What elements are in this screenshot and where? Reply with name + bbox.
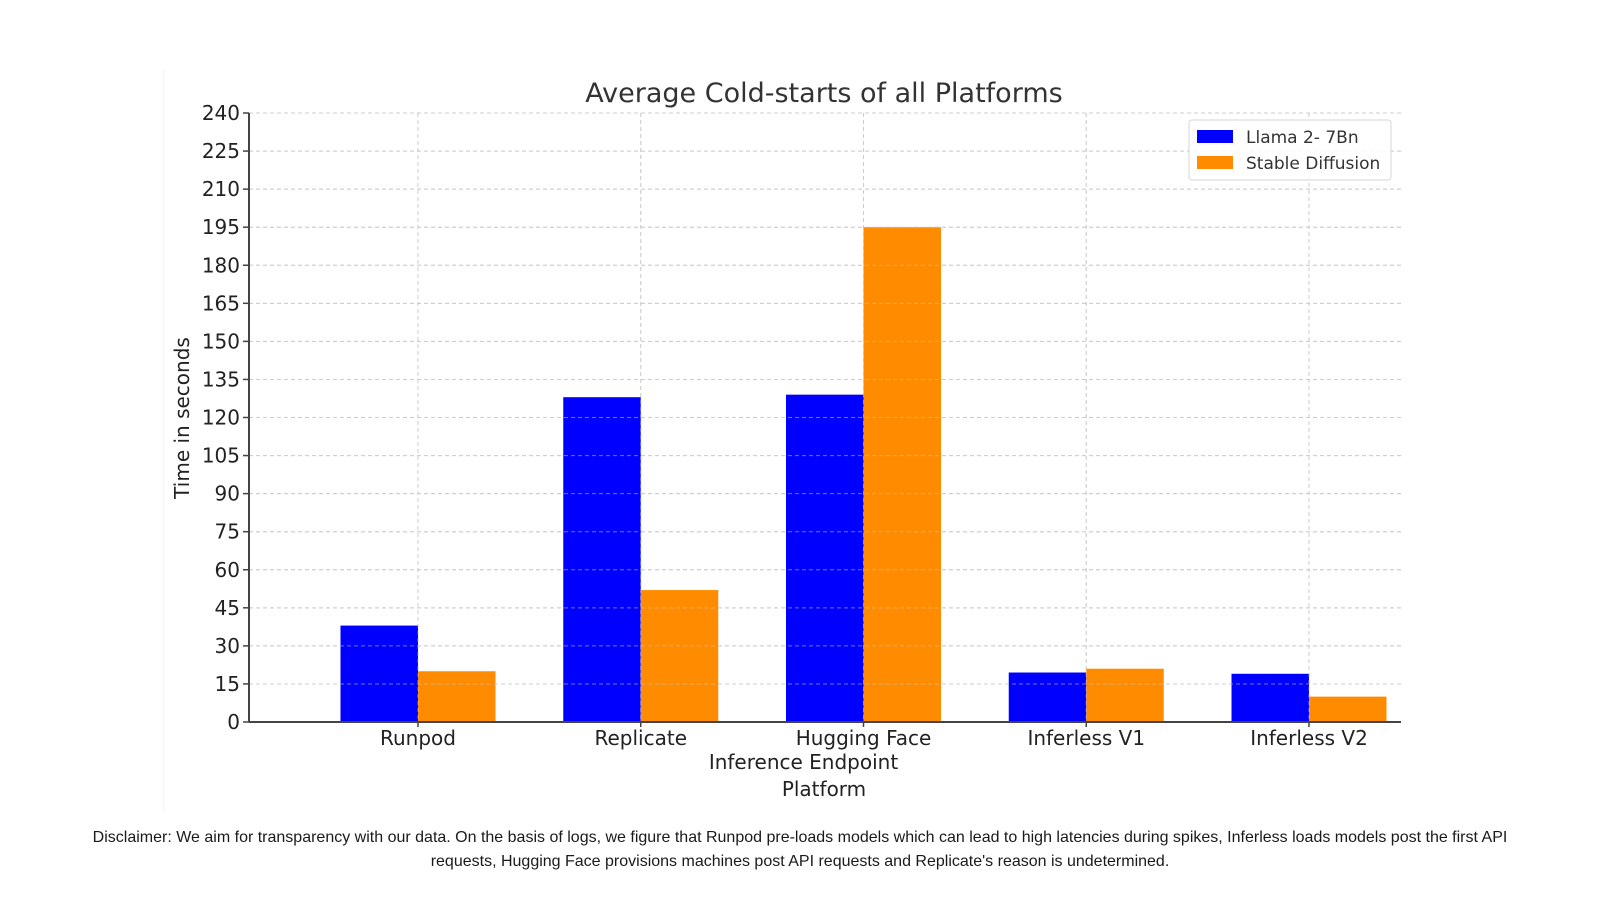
bar	[563, 397, 641, 722]
y-tick-label: 210	[202, 177, 240, 201]
y-tick-label: 135	[202, 367, 240, 391]
bar	[863, 227, 941, 722]
x-tick-label: Hugging Face	[796, 726, 932, 750]
x-tick-label: Inference Endpoint	[709, 750, 899, 774]
x-axis-label: Platform	[782, 777, 866, 801]
legend: Llama 2- 7Bn Stable Diffusion	[1188, 119, 1392, 181]
bars	[340, 227, 1387, 722]
y-tick-label: 180	[202, 253, 240, 277]
legend-swatch	[1197, 156, 1233, 169]
legend-swatch	[1197, 130, 1233, 143]
y-tick-label: 60	[215, 558, 240, 582]
y-tick-label: 195	[202, 215, 240, 239]
bar	[1008, 672, 1087, 722]
y-tick-label: 240	[202, 101, 240, 125]
y-tick-label: 15	[215, 672, 240, 696]
y-axis-label: Time in seconds	[170, 337, 194, 500]
x-tick-label: Runpod	[380, 726, 456, 750]
disclaimer-line-1: Disclaimer: We aim for transparency with…	[92, 829, 1508, 846]
bar	[1086, 668, 1164, 722]
y-tick-label: 105	[202, 444, 240, 468]
y-tick-label: 165	[202, 291, 240, 315]
y-tick-label: 150	[202, 329, 240, 353]
bar	[640, 590, 719, 722]
bar	[786, 394, 864, 722]
bar	[340, 625, 418, 722]
bar-chart: 0 15 30 45 60 75 90 105 120 135 150 165 180 195 210 225…	[170, 78, 1401, 801]
legend-label: Llama 2- 7Bn	[1246, 128, 1359, 148]
chart-title: Average Cold-starts of all Platforms	[585, 78, 1062, 109]
x-tick-label: Inferless V2	[1250, 726, 1368, 750]
legend-box	[1188, 119, 1392, 181]
x-tick-label: Inferless V1	[1027, 726, 1145, 750]
legend-label: Stable Diffusion	[1246, 154, 1380, 174]
disclaimer-line-2: requests, Hugging Face provisions machin…	[430, 853, 1170, 870]
bar	[1231, 673, 1309, 722]
bar	[1309, 696, 1387, 722]
y-tick-label: 45	[215, 596, 240, 620]
axes: 0 15 30 45 60 75 90 105 120 135 150 165 180 195 210 225…	[202, 101, 1401, 774]
y-tick-label: 120	[202, 406, 240, 430]
y-tick-label: 30	[215, 634, 240, 658]
disclaimer: Disclaimer: We aim for transparency with…	[0, 826, 1600, 874]
y-tick-label: 75	[215, 520, 240, 544]
y-tick-label: 225	[202, 139, 240, 163]
chart-container	[163, 70, 1424, 812]
x-tick-label: Replicate	[594, 726, 687, 750]
bar	[418, 671, 496, 722]
y-tick-label: 0	[227, 710, 240, 734]
y-tick-label: 90	[215, 482, 240, 506]
